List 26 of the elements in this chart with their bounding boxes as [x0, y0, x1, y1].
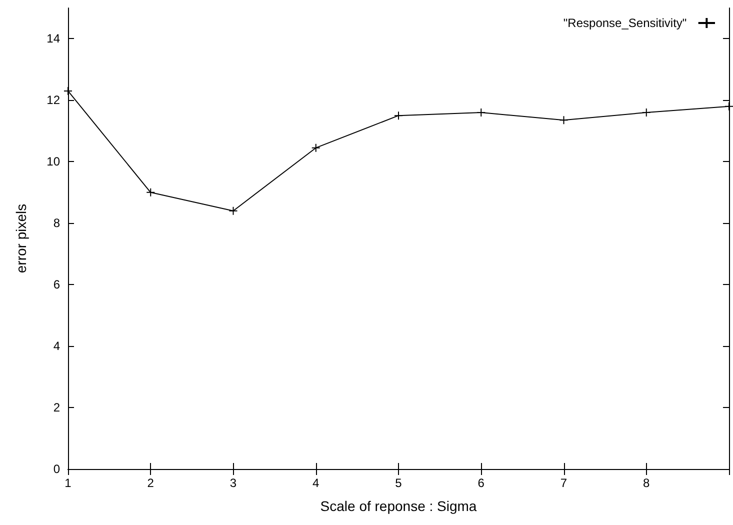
x-tick-label: 8 — [643, 476, 650, 490]
point — [394, 111, 403, 120]
y-tick-label: 12 — [46, 93, 60, 108]
y-tick-label: 2 — [53, 400, 60, 415]
x-tick-label: 5 — [395, 476, 402, 490]
point — [228, 206, 238, 216]
y-tick-label: 4 — [53, 339, 60, 354]
y-tick-label: 8 — [53, 216, 60, 230]
y-tick-label: 14 — [46, 32, 60, 46]
y-tick-label: 0 — [53, 462, 60, 476]
y-tick-label: 10 — [46, 154, 60, 169]
point — [311, 143, 320, 152]
point — [642, 108, 651, 117]
y-axis-title: error pixels — [13, 204, 29, 274]
x-axis-title: Scale of reponse : Sigma — [320, 498, 477, 514]
y-tick-label: 6 — [53, 278, 60, 292]
legend-label: "Response_Sensitivity" — [563, 16, 687, 30]
x-tick-label: 1 — [64, 476, 72, 490]
x-tick-label: 4 — [312, 476, 320, 490]
x-tick-label: 3 — [230, 476, 237, 490]
x-tick-label: 7 — [560, 476, 568, 490]
x-tick-label: 6 — [478, 476, 485, 490]
point — [476, 108, 486, 117]
point — [559, 116, 568, 125]
x-tick-label: 2 — [147, 476, 154, 490]
point — [146, 188, 156, 197]
